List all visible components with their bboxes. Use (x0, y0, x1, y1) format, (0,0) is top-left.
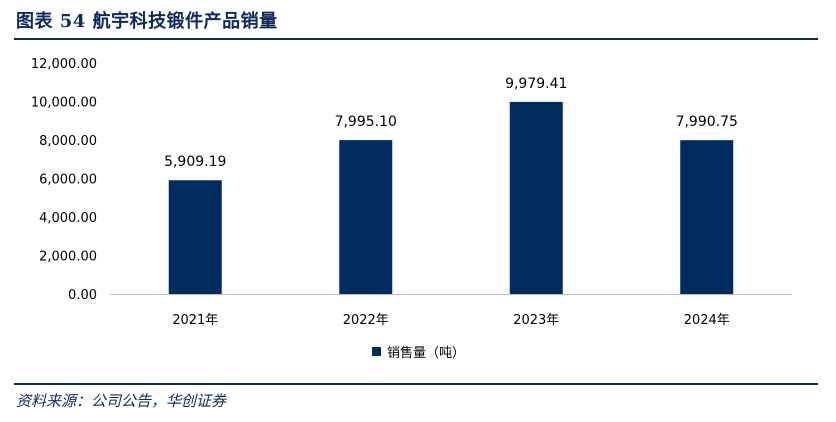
y-tick-label: 0.00 (68, 288, 97, 303)
y-tick-label: 6,000.00 (39, 173, 97, 188)
legend: 销售量（吨） (372, 342, 465, 361)
chart-title: 图表 54 航宇科技锻件产品销量 (16, 11, 278, 32)
bar (339, 140, 393, 294)
y-tick-label: 8,000.00 (39, 134, 97, 149)
data-label: 5,909.19 (164, 154, 226, 170)
x-tick-label: 2023年 (513, 313, 559, 328)
data-label: 7,995.10 (335, 114, 397, 130)
x-tick-label: 2024年 (684, 313, 730, 328)
x-tick-label: 2021年 (172, 313, 218, 328)
x-tick-label: 2022年 (343, 313, 389, 328)
bar (509, 101, 563, 294)
legend-label: 销售量（吨） (387, 346, 466, 361)
y-tick-label: 12,000.00 (31, 57, 97, 72)
y-tick-label: 10,000.00 (31, 96, 97, 111)
data-label: 9,979.41 (505, 76, 567, 92)
data-label: 7,990.75 (676, 114, 738, 130)
y-tick-label: 4,000.00 (39, 211, 97, 226)
y-tick-label: 2,000.00 (39, 250, 97, 265)
title-divider (14, 38, 818, 40)
source-divider (14, 383, 818, 385)
legend-swatch (372, 347, 381, 356)
bar (168, 180, 222, 294)
source-note: 资料来源：公司公告，华创证券 (16, 392, 227, 410)
bar (680, 140, 734, 294)
